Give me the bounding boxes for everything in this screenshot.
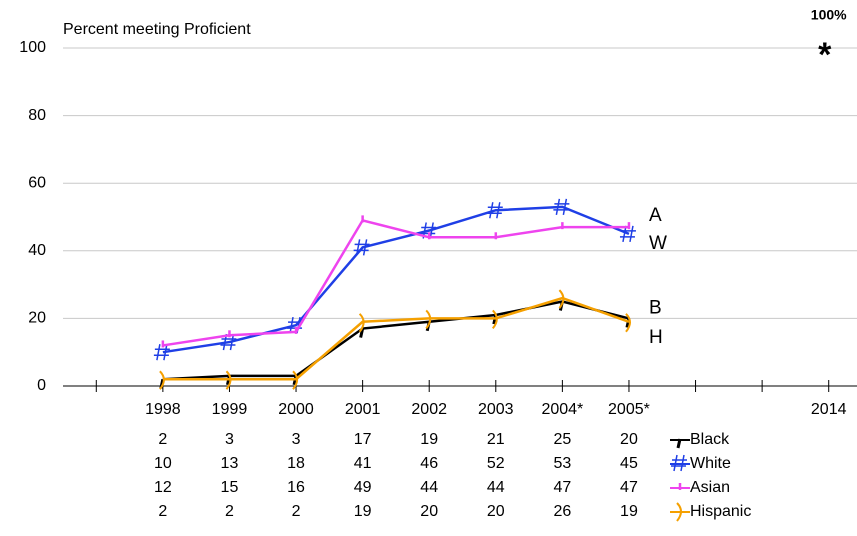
table-value: 44 — [420, 479, 438, 496]
x-tick-label: 2003 — [478, 401, 514, 418]
table-value: 49 — [354, 479, 372, 496]
end-label: B — [649, 297, 662, 318]
table-value: 3 — [292, 431, 301, 448]
table-value: 19 — [354, 503, 372, 520]
table-value: 2 — [158, 431, 167, 448]
table-value: 21 — [487, 431, 505, 448]
end-label: A — [649, 205, 662, 226]
y-tick-label: 40 — [28, 242, 46, 259]
table-value: 17 — [354, 431, 372, 448]
x-tick-label: 2000 — [278, 401, 314, 418]
table-value: 53 — [553, 455, 571, 472]
marker — [358, 313, 365, 333]
marker — [225, 370, 232, 390]
table-value: 16 — [287, 479, 305, 496]
table-value: 3 — [225, 431, 234, 448]
series-line — [162, 296, 630, 381]
marker — [619, 225, 636, 243]
marker — [425, 309, 432, 330]
table-value: 47 — [620, 479, 638, 496]
marker — [159, 370, 165, 390]
table-value: 20 — [420, 503, 438, 520]
marker — [287, 317, 304, 334]
marker — [625, 313, 631, 333]
legend-label: Black — [690, 431, 730, 448]
table-value: 52 — [487, 455, 505, 472]
y-tick-label: 20 — [28, 310, 46, 327]
x-tick-label: 2005* — [608, 401, 650, 418]
x-tick-label: 2002 — [411, 401, 447, 418]
table-value: 19 — [620, 503, 638, 520]
table-value: 41 — [354, 455, 372, 472]
marker — [553, 198, 570, 215]
table-value: 26 — [553, 503, 571, 520]
series-line — [162, 218, 629, 347]
x-tick-label: 2014 — [811, 401, 847, 418]
table-value: 19 — [420, 431, 438, 448]
end-label: W — [649, 233, 667, 254]
y-tick-label: 60 — [28, 174, 46, 191]
chart-title: Percent meeting Proficient — [63, 21, 251, 38]
marker — [491, 309, 498, 330]
table-value: 47 — [553, 479, 571, 496]
marker — [153, 344, 170, 361]
table-value: 20 — [620, 431, 638, 448]
series-line — [162, 205, 630, 354]
marker — [359, 328, 365, 338]
legend-label: White — [690, 455, 731, 472]
x-tick-label: 1999 — [212, 401, 248, 418]
table-value: 20 — [487, 503, 505, 520]
marker — [558, 289, 565, 309]
table-value: 2 — [225, 503, 234, 520]
end-label: H — [649, 327, 663, 348]
marker — [486, 202, 503, 219]
table-value: 10 — [154, 455, 172, 472]
table-value: 2 — [292, 503, 301, 520]
table-value: 45 — [620, 455, 638, 472]
table-value: 12 — [154, 479, 172, 496]
y-tick-label: 80 — [28, 107, 46, 124]
target-marker: * — [818, 36, 832, 74]
legend-label: Hispanic — [690, 503, 751, 520]
series-line — [162, 300, 630, 381]
y-tick-label: 0 — [37, 377, 46, 394]
legend-label: Asian — [690, 479, 730, 496]
marker — [353, 239, 370, 256]
y-tick-label: 100 — [19, 39, 46, 56]
table-value: 15 — [221, 479, 239, 496]
x-tick-label: 2004* — [541, 401, 583, 418]
table-value: 44 — [487, 479, 505, 496]
x-tick-label: 2001 — [345, 401, 381, 418]
table-value: 25 — [553, 431, 571, 448]
marker — [220, 333, 237, 351]
marker — [292, 370, 299, 390]
target-label: 100% — [811, 7, 847, 23]
table-value: 2 — [158, 503, 167, 520]
x-tick-label: 1998 — [145, 401, 181, 418]
table-value: 13 — [221, 455, 239, 472]
table-value: 18 — [287, 455, 305, 472]
table-value: 46 — [420, 455, 438, 472]
marker — [420, 222, 437, 239]
